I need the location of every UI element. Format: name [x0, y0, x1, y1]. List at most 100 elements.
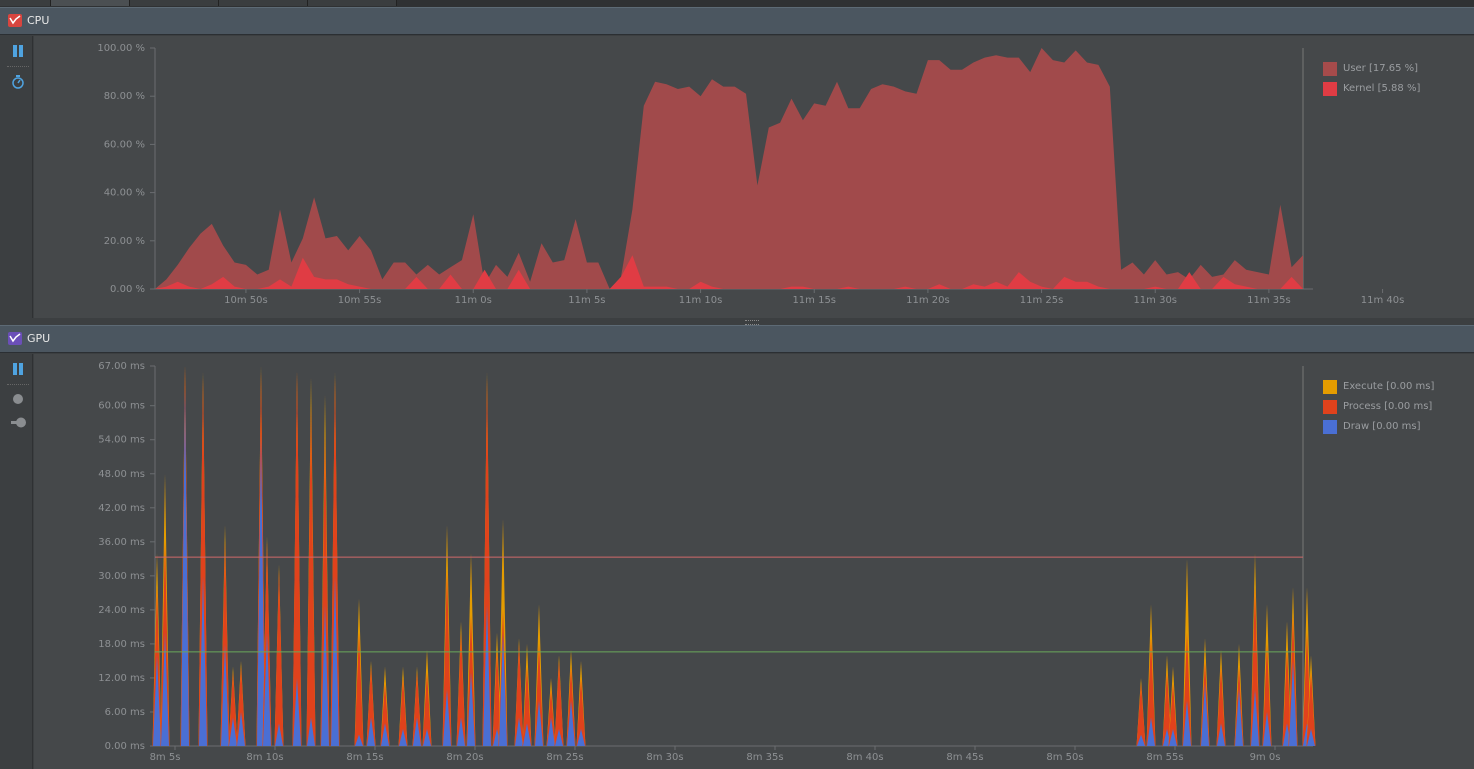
gpu-y-tick-label: 30.00 ms	[98, 571, 145, 582]
gpu-spike-draw	[381, 723, 389, 746]
gpu-x-tick-label: 8m 30s	[646, 752, 683, 763]
gpu-spike-draw	[221, 643, 229, 746]
gpu-spike-process	[198, 377, 208, 746]
gpu-spike-process	[398, 677, 408, 746]
timer-icon[interactable]	[11, 75, 25, 89]
gpu-spike-process	[274, 570, 284, 746]
gpu-x-tick-label: 8m 40s	[846, 752, 883, 763]
cpu-x-tick-label: 10m 55s	[338, 295, 382, 306]
gpu-spike-process	[482, 377, 492, 746]
cpu-series-kernel	[155, 255, 1315, 289]
gpu-y-tick-label: 60.00 ms	[98, 401, 145, 412]
gpu-spike-process	[330, 377, 340, 746]
cpu-chart: 100.00 % 80.00 % 60.00 % 40.00 % 20.00 % 0.00…	[97, 43, 1405, 306]
gpu-spike-draw	[331, 575, 339, 746]
gpu-spike-draw	[1147, 717, 1155, 746]
gpu-spike-process	[514, 643, 524, 746]
gpu-spike-draw	[499, 632, 507, 746]
gpu-spike-draw	[237, 711, 245, 746]
gpu-spike-draw	[523, 723, 531, 746]
gpu-spike-process	[306, 405, 316, 746]
toolbar-separator	[7, 384, 29, 385]
gpu-spike-process	[380, 683, 390, 746]
gpu-spike-draw	[1251, 689, 1259, 746]
tab-2[interactable]	[51, 0, 130, 6]
gpu-spike-draw	[577, 728, 585, 746]
gpu-spike-process	[320, 434, 330, 746]
gpu-spike-draw	[483, 604, 491, 746]
gpu-spike-draw	[1183, 700, 1191, 746]
gpu-plot-area	[34, 354, 1474, 769]
gpu-spike-draw	[413, 717, 421, 746]
gpu-x-tick-label: 8m 10s	[246, 752, 283, 763]
gpu-spike-process	[1182, 632, 1192, 746]
legend-label-kernel: Kernel [5.88 %]	[1343, 83, 1421, 94]
gpu-spike-draw	[567, 700, 575, 746]
gpu-spike-draw	[555, 728, 563, 746]
cpu-x-tick-label: 11m 10s	[679, 295, 723, 306]
gpu-spike-draw	[443, 689, 451, 746]
cpu-x-tick-label: 11m 5s	[568, 295, 605, 306]
cpu-x-tick-label: 11m 30s	[1133, 295, 1177, 306]
gpu-spike-process	[228, 672, 238, 746]
tab-4[interactable]	[219, 0, 308, 6]
gpu-spike-draw	[457, 717, 465, 746]
gpu-spike-draw	[547, 717, 555, 746]
record-icon[interactable]	[11, 392, 25, 406]
gpu-spike-draw	[321, 604, 329, 746]
panel-splitter[interactable]	[0, 318, 1474, 326]
toggle-icon[interactable]	[11, 416, 26, 430]
gpu-x-tick-label: 9m 0s	[1250, 752, 1281, 763]
gpu-spike-draw	[1137, 734, 1145, 746]
gpu-spike-draw	[1263, 711, 1271, 746]
cpu-y-tick-label: 20.00 %	[104, 236, 145, 247]
cpu-x-tick-label: 10m 50s	[224, 295, 268, 306]
gpu-spike-draw	[1217, 723, 1225, 746]
gpu-spike-draw	[153, 655, 161, 746]
cpu-y-tick-label: 60.00 %	[104, 139, 145, 150]
gpu-spike-process	[366, 666, 376, 746]
legend-swatch-process	[1323, 400, 1337, 414]
tab-3[interactable]	[130, 0, 219, 6]
gpu-spike-process	[292, 371, 302, 746]
tab-1[interactable]	[0, 0, 51, 6]
gpu-spike-draw	[355, 734, 363, 746]
gpu-spike-process	[422, 672, 432, 746]
gpu-spike-draw	[423, 728, 431, 746]
pause-icon[interactable]	[11, 44, 25, 58]
gpu-spike-draw	[229, 717, 237, 746]
gpu-spike-process	[456, 632, 466, 746]
gpu-spike-draw	[399, 728, 407, 746]
gpu-chart: 67.00 ms 60.00 ms 54.00 ms 48.00 ms 42.00 ms…	[98, 361, 1316, 763]
legend-label-execute: Execute [0.00 ms]	[1343, 381, 1435, 392]
gpu-spike-draw	[1169, 728, 1177, 746]
gpu-y-tick-label: 0.00 ms	[105, 741, 145, 752]
gpu-spike-draw	[367, 717, 375, 746]
gpu-spike-process	[236, 666, 246, 746]
gpu-spike-draw	[535, 700, 543, 746]
cpu-x-tick-label: 11m 40s	[1361, 295, 1405, 306]
tab-5[interactable]	[308, 0, 397, 6]
gpu-spike-process	[1146, 638, 1156, 746]
cpu-y-tick-label: 80.00 %	[104, 91, 145, 102]
gpu-spike-process	[1262, 643, 1272, 746]
gpu-spike-draw	[467, 672, 475, 746]
cpu-x-tick-label: 11m 15s	[792, 295, 836, 306]
gpu-spike-process	[1306, 672, 1316, 746]
editor-tab-strip	[0, 0, 1474, 7]
splitter-grip-icon[interactable]	[745, 320, 759, 325]
legend-swatch-kernel	[1323, 82, 1337, 96]
cpu-series-user	[155, 48, 1303, 289]
cpu-x-tick-label: 11m 20s	[906, 295, 950, 306]
gpu-spike-draw	[515, 717, 523, 746]
gpu-y-tick-label: 6.00 ms	[105, 707, 145, 718]
gpu-spike-draw	[307, 717, 315, 746]
cpu-toolbar	[4, 36, 33, 318]
pause-icon[interactable]	[11, 362, 25, 376]
gpu-y-tick-label: 24.00 ms	[98, 605, 145, 616]
cpu-panel-header: CPU	[0, 7, 1474, 35]
gpu-monitor-panel: GPU 67.00 ms 60.00 ms 54.00 ms 48.00 ms 42.0…	[0, 325, 1474, 769]
gpu-spike-draw	[1289, 660, 1297, 746]
legend-swatch-draw	[1323, 420, 1337, 434]
gpu-spike-draw	[275, 723, 283, 746]
